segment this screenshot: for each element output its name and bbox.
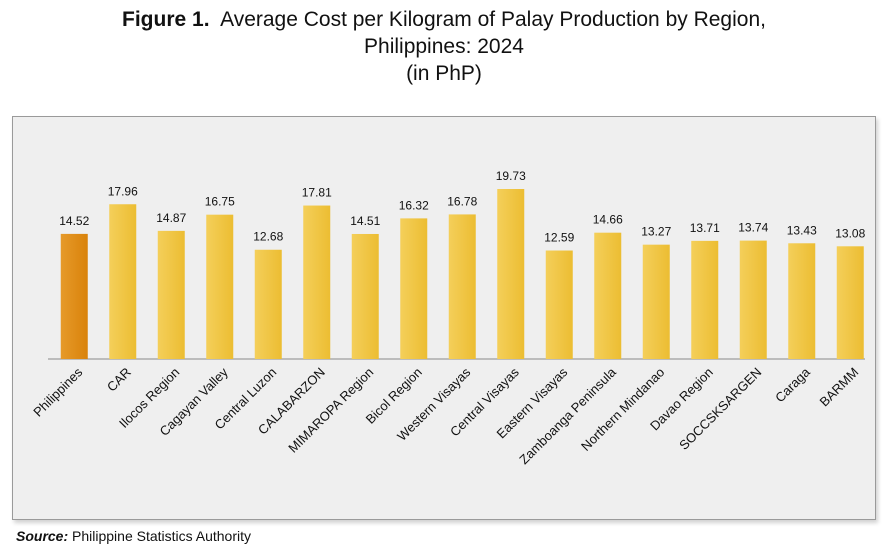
title-text: Average Cost per Kilogram of Palay Produ… (220, 8, 766, 31)
bar-eastern-visayas (545, 250, 573, 359)
x-tick-label: BARMM (817, 365, 862, 410)
data-label: 14.52 (59, 214, 89, 228)
bar-zamboanga-peninsula (594, 232, 622, 359)
title-line-1: Figure 1. Average Cost per Kilogram of P… (0, 6, 888, 33)
title-unit: (in PhP) (406, 62, 482, 85)
bar-central-luzon (254, 249, 282, 359)
data-label: 13.43 (787, 223, 817, 237)
chart-title: Figure 1. Average Cost per Kilogram of P… (0, 6, 888, 87)
data-label: 17.81 (302, 186, 332, 200)
bar-calabarzon (303, 205, 331, 359)
bar-bicol-region (400, 218, 428, 359)
bar-central-visayas (497, 189, 525, 359)
x-tick-label: SOCCSKSARGEN (676, 365, 764, 453)
chart-area: 14.52 Philippines 17.96 CAR 14.87 Ilocos Regi… (12, 116, 876, 520)
x-tick-label: Philippines (30, 364, 85, 419)
data-label: 12.68 (253, 230, 283, 244)
source-label: Source: (16, 528, 69, 544)
data-label: 16.32 (399, 198, 429, 212)
bar-northern-mindanao (642, 244, 670, 359)
x-tick-label: Zamboanga Peninsula (516, 364, 619, 467)
x-tick-label: CAR (104, 365, 134, 395)
data-label: 12.59 (544, 231, 574, 245)
bar-philippines (60, 233, 88, 359)
data-label: 14.87 (156, 211, 186, 225)
data-label: 17.96 (108, 184, 138, 198)
bar-davao-region (691, 240, 719, 359)
bar-western-visayas (448, 214, 476, 359)
data-label: 16.78 (447, 194, 477, 208)
bar-caraga (788, 243, 816, 359)
bar-soccsksargen (739, 240, 767, 359)
bar-ilocos-region (157, 230, 185, 359)
data-label: 13.74 (738, 221, 768, 235)
data-label: 13.27 (641, 225, 671, 239)
bar-mimaropa-region (351, 233, 379, 359)
figure-label: Figure 1. (122, 8, 210, 31)
source-text: Philippine Statistics Authority (72, 528, 251, 544)
x-tick-label: MIMAROPA Region (285, 365, 376, 456)
x-tick-label: Caraga (772, 364, 813, 405)
title-line-2: Philippines: 2024 (364, 35, 524, 58)
bar-car (109, 204, 137, 359)
data-label: 19.73 (496, 169, 526, 183)
bar-cagayan-valley (206, 214, 234, 359)
data-label: 13.71 (690, 221, 720, 235)
x-tick-label: Northern Mindanao (578, 365, 667, 454)
data-label: 16.75 (205, 195, 235, 209)
source-note: Source: Philippine Statistics Authority (16, 528, 251, 544)
data-label: 14.51 (350, 214, 380, 228)
data-label: 13.08 (835, 226, 865, 240)
bar-barmm (836, 246, 864, 359)
data-label: 14.66 (593, 213, 623, 227)
